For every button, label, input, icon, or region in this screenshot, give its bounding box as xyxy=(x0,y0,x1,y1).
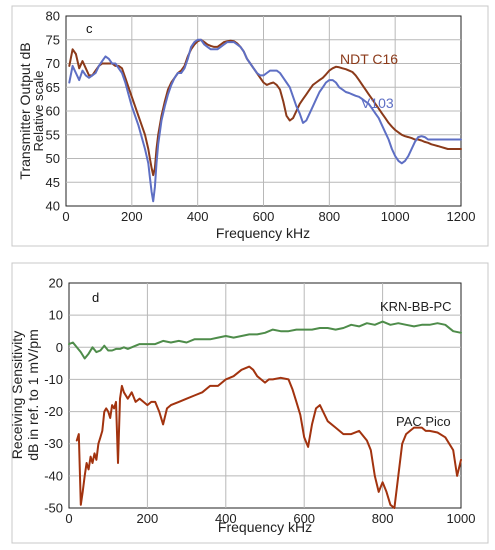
legend-label-pac-pico: PAC Pico xyxy=(396,414,451,429)
panel-c-y-tick-labels: 40 45 50 55 60 65 70 75 80 xyxy=(46,9,60,214)
panel-c-y-axis-label: Transmitter Output dB xyxy=(17,42,33,179)
x-tick-label: 1000 xyxy=(381,209,410,224)
y-tick-label: 45 xyxy=(46,175,60,190)
panel-c-label: c xyxy=(86,21,93,36)
y-tick-label: 75 xyxy=(46,32,60,47)
y-tick-label: 10 xyxy=(49,308,63,323)
y-tick-label: 50 xyxy=(46,151,60,166)
panel-d-y-axis-label: Receiving Sensitivity xyxy=(9,331,25,459)
panel-c: 40 45 50 55 60 65 70 75 80 0 200 400 600 800 1000 1200… xyxy=(11,5,489,247)
panel-c-x-axis-label: Frequency kHz xyxy=(216,225,310,241)
x-tick-label: 200 xyxy=(137,511,159,526)
panel-d-gridlines xyxy=(69,283,461,508)
x-tick-label: 0 xyxy=(65,511,72,526)
x-tick-label: 600 xyxy=(253,209,275,224)
x-tick-label: 400 xyxy=(187,209,209,224)
series-line-v103 xyxy=(68,38,462,203)
panel-c-gridlines xyxy=(66,16,461,206)
series-line-pac-pico xyxy=(75,365,462,509)
y-tick-label: -30 xyxy=(44,436,63,451)
panel-d-series-lines xyxy=(68,320,462,509)
panel-d-y-axis-sublabel: dB in ref. to 1 mV/pm xyxy=(25,329,41,461)
legend-label-krn-bb-pc: KRN-BB-PC xyxy=(380,299,452,314)
series-line-krn-bb-pc xyxy=(68,320,462,360)
x-tick-label: 800 xyxy=(372,511,394,526)
y-tick-label: -40 xyxy=(44,468,63,483)
y-tick-label: 55 xyxy=(46,127,60,142)
x-tick-label: 400 xyxy=(215,511,237,526)
x-tick-label: 1200 xyxy=(447,209,476,224)
y-tick-label: -50 xyxy=(44,501,63,516)
panel-c-series-lines xyxy=(68,38,462,203)
x-tick-label: 0 xyxy=(62,209,69,224)
y-tick-label: 60 xyxy=(46,104,60,119)
x-tick-label: 800 xyxy=(318,209,340,224)
legend-label-ndt-c16: NDT C16 xyxy=(340,51,398,67)
x-tick-label: 200 xyxy=(121,209,143,224)
panel-d-label: d xyxy=(92,290,99,305)
panel-c-x-tick-labels: 0 200 400 600 800 1000 1200 xyxy=(62,209,475,224)
series-line-ndt-c16 xyxy=(68,38,462,177)
panel-c-y-axis-sublabel: Relative scale xyxy=(31,71,46,152)
y-tick-label: 70 xyxy=(46,56,60,71)
legend-label-v103: V103 xyxy=(361,95,394,111)
panel-d-y-tick-labels: -50 -40 -30 -20 -10 0 10 20 xyxy=(44,276,63,516)
y-tick-label: 20 xyxy=(49,276,63,291)
panel-c-frame xyxy=(11,5,489,247)
y-tick-label: 65 xyxy=(46,80,60,95)
y-tick-label: 80 xyxy=(46,9,60,24)
x-tick-label: 600 xyxy=(293,511,315,526)
panel-d-x-tick-labels: 0 200 400 600 800 1000 xyxy=(65,511,475,526)
y-tick-label: 40 xyxy=(46,199,60,214)
x-tick-label: 1000 xyxy=(447,511,476,526)
y-tick-label: -20 xyxy=(44,404,63,419)
panel-d-x-axis-label: Frequency kHz xyxy=(218,519,312,535)
y-tick-label: 0 xyxy=(56,340,63,355)
panel-d-plot-area xyxy=(68,282,462,509)
panel-d-frame xyxy=(11,262,489,544)
panel-d: -50 -40 -30 -20 -10 0 10 20 0 200 400 600 800 1000 d… xyxy=(9,262,489,544)
y-tick-label: -10 xyxy=(44,372,63,387)
